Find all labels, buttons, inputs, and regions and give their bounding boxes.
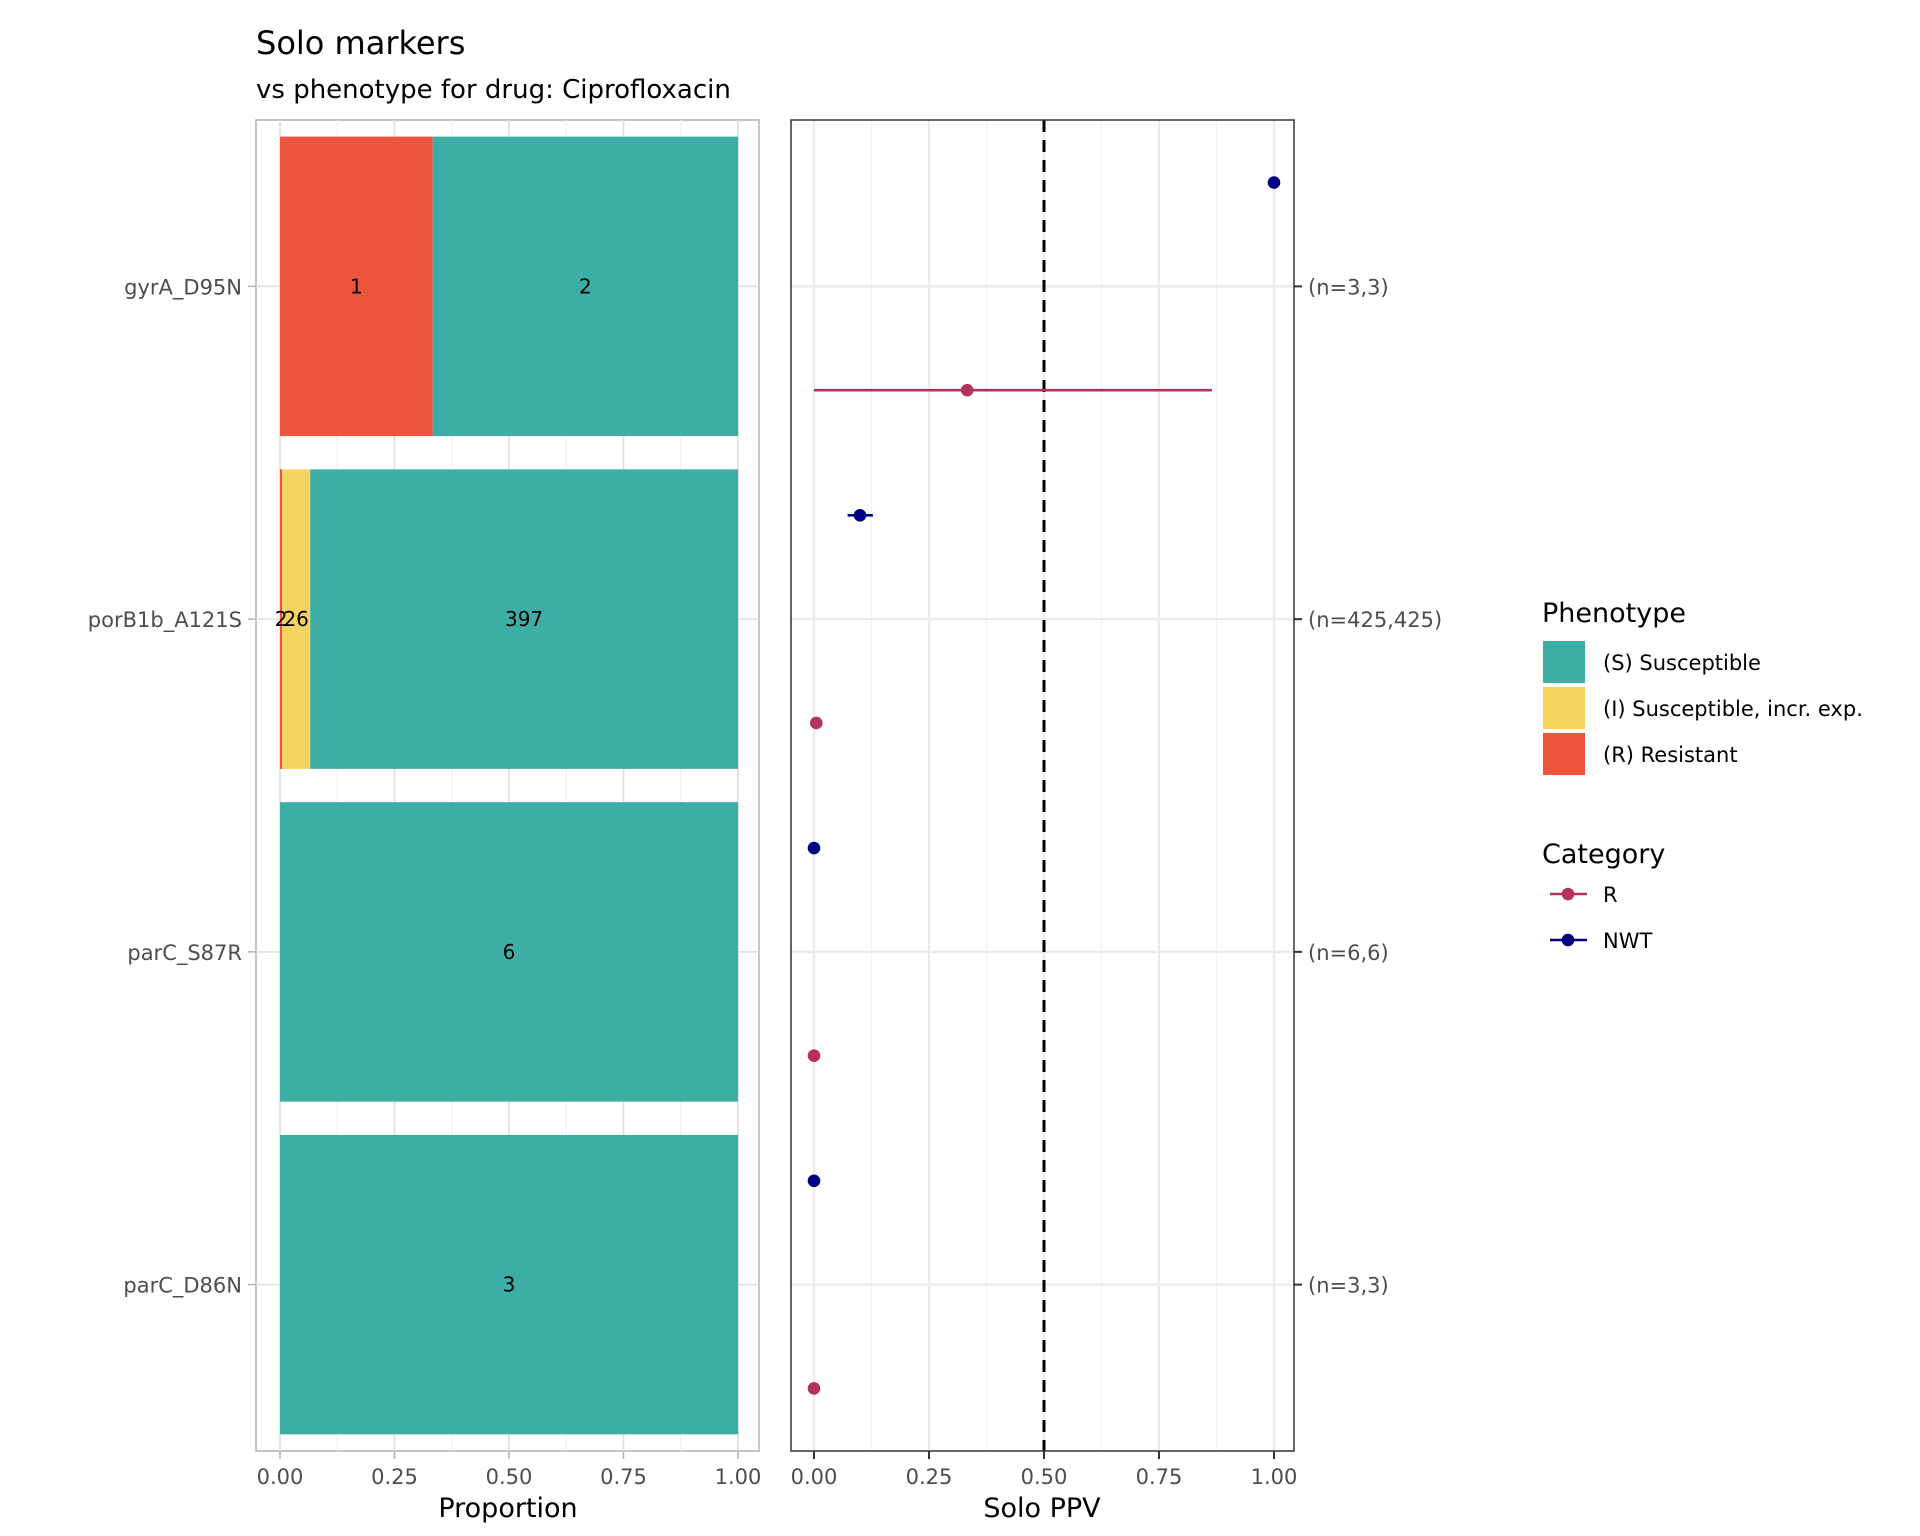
bar-segment-label: 6	[503, 940, 516, 964]
ppv-point-r	[807, 1049, 821, 1062]
chart-title: Solo markers	[256, 24, 465, 62]
x-tick-label: 0.00	[791, 1465, 838, 1489]
bar-segment-i	[282, 469, 311, 769]
ppv-point-nwt	[853, 509, 867, 522]
bar-segment-s	[432, 136, 738, 437]
marker-label: porB1b_A121S	[88, 608, 242, 633]
proportion-axis-title: Proportion	[438, 1493, 577, 1524]
bar-segment-r	[280, 136, 433, 437]
bar-segment-label: 397	[505, 607, 543, 631]
legend-category-label: NWT	[1603, 929, 1652, 953]
legend-swatch	[1543, 641, 1585, 683]
bar-segment-label: 2	[579, 274, 592, 298]
marker-label: parC_S87R	[127, 941, 242, 966]
legend-swatch	[1543, 687, 1585, 729]
bar-segment-r	[280, 469, 283, 769]
sample-size-label: (n=6,6)	[1308, 941, 1389, 965]
sample-size-label: (n=3,3)	[1308, 1274, 1389, 1298]
marker-axis-labels: gyrA_D95N porB1b_A121S parC_S87R parC_D86N	[88, 275, 256, 1299]
x-tick-label: 0.75	[1136, 1465, 1183, 1489]
legend-point-key	[1561, 887, 1575, 901]
bar-segment-label: 3	[503, 1273, 516, 1297]
sample-size-label: (n=425,425)	[1308, 608, 1442, 632]
proportion-bars	[280, 136, 738, 1435]
legend: Phenotype (S) Susceptible (I) Susceptible…	[1542, 598, 1863, 953]
bar-segment-label: 26	[283, 607, 308, 631]
legend-phenotype-items: (S) Susceptible (I) Susceptible, incr. ex…	[1543, 641, 1863, 775]
x-tick-label: 0.25	[906, 1465, 953, 1489]
bar-segment-label: 1	[350, 274, 363, 298]
chart-subtitle: vs phenotype for drug: Ciprofloxacin	[256, 75, 731, 105]
ppv-x-ticks: 0.00 0.25 0.50 0.75 1.00	[791, 1451, 1298, 1489]
ppv-points	[807, 176, 1281, 1395]
ppv-panel: (n=3,3) (n=425,425) (n=6,6) (n=3,3) 0.00 0.2…	[790, 119, 1442, 1524]
legend-phenotype-title: Phenotype	[1542, 598, 1686, 629]
sample-size-label: (n=3,3)	[1308, 275, 1389, 299]
x-tick-label: 0.00	[257, 1465, 304, 1489]
bar-segment-s	[280, 802, 738, 1102]
legend-category-label: R	[1603, 883, 1618, 907]
x-tick-label: 0.75	[600, 1465, 647, 1489]
ppv-point-nwt	[1267, 176, 1281, 189]
ppv-panel-border	[790, 119, 1295, 1452]
legend-phenotype-label: (R) Resistant	[1603, 743, 1738, 767]
x-tick-label: 0.50	[1021, 1465, 1068, 1489]
legend-phenotype-label: (S) Susceptible	[1603, 651, 1761, 675]
bar-segment-s	[310, 469, 738, 769]
ppv-point-r	[960, 383, 974, 397]
ppv-point-nwt	[807, 1174, 821, 1188]
ppv-point-nwt	[807, 841, 821, 855]
x-tick-label: 1.00	[1251, 1465, 1298, 1489]
legend-category-items: R NWT	[1550, 883, 1652, 953]
bar-segment-s	[280, 1134, 738, 1435]
bar-segment-label: 2	[275, 607, 288, 631]
legend-point-key	[1561, 933, 1575, 947]
x-tick-label: 1.00	[715, 1465, 762, 1489]
ppv-axis-title: Solo PPV	[983, 1493, 1101, 1524]
marker-label: gyrA_D95N	[124, 275, 242, 300]
legend-phenotype-label: (I) Susceptible, incr. exp.	[1603, 697, 1863, 721]
marker-label: parC_D86N	[123, 1274, 242, 1299]
x-tick-label: 0.50	[486, 1465, 533, 1489]
proportion-x-ticks: 0.00 0.25 0.50 0.75 1.00	[257, 1451, 762, 1489]
x-tick-label: 0.25	[371, 1465, 418, 1489]
sample-size-labels: (n=3,3) (n=425,425) (n=6,6) (n=3,3)	[1294, 275, 1442, 1298]
legend-swatch	[1543, 733, 1585, 775]
legend-category-title: Category	[1542, 839, 1665, 870]
ppv-point-r	[807, 1382, 821, 1395]
ppv-point-r	[810, 716, 823, 730]
